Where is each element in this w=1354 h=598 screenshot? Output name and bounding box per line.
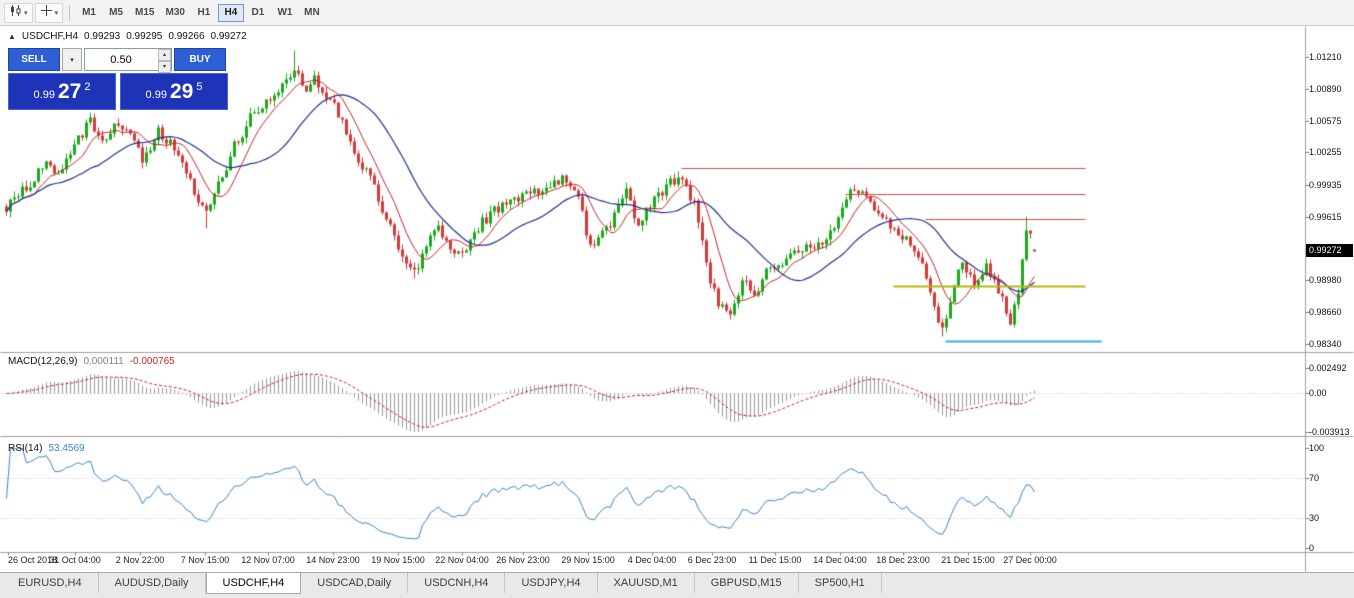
price-axis-label: 0.98980	[1309, 275, 1342, 285]
buy-price-prefix: 0.99	[145, 89, 167, 101]
macd-signal-value: -0.000765	[129, 356, 175, 367]
sell-price-big: 27	[57, 80, 82, 103]
time-axis-label: 7 Nov 15:00	[180, 555, 230, 565]
buy-button[interactable]: BUY	[174, 48, 226, 71]
sell-price-sup: 2	[84, 81, 91, 93]
time-axis-label: 27 Dec 00:00	[1003, 555, 1057, 565]
rsi-value: 53.4569	[48, 443, 85, 454]
buy-price-sup: 5	[196, 81, 203, 93]
chart-title-icon: ▲	[8, 32, 16, 41]
buy-price-big: 29	[169, 80, 194, 103]
rsi-label: RSI(14)	[8, 443, 43, 454]
chart-tab-usdchf-h4[interactable]: USDCHF,H4	[205, 573, 302, 594]
time-axis-label: 22 Nov 04:00	[435, 555, 489, 565]
chart-tab-xauusd-m1[interactable]: XAUUSD,M1	[598, 573, 695, 593]
volume-field-wrap: ▴ ▾	[84, 48, 172, 73]
crosshair-button[interactable]: ▾	[34, 2, 64, 23]
sell-price-prefix: 0.99	[33, 89, 55, 101]
chart-close-value: 0.99272	[210, 31, 247, 42]
rsi-axis-label: 70	[1309, 473, 1320, 483]
price-axis-label: 1.01210	[1309, 52, 1342, 62]
volume-spinner: ▴ ▾	[158, 49, 171, 73]
timeframe-button-h4[interactable]: H4	[217, 3, 244, 22]
price-axis-label: 0.99935	[1309, 180, 1342, 190]
chart-tab-gbpusd-m15[interactable]: GBPUSD,M15	[695, 573, 799, 593]
macd-label: MACD(12,26,9)	[8, 356, 78, 367]
rsi-title: RSI(14) 53.4569	[8, 443, 85, 454]
timeframe-button-h1[interactable]: H1	[197, 7, 211, 18]
time-axis: 26 Oct 2018 31 Oct 04:00 2 Nov 22:00 7 Nov …	[0, 555, 1305, 569]
time-axis-label: 21 Dec 15:00	[941, 555, 995, 565]
chart-tab-eurusd-h4[interactable]: EURUSD,H4	[2, 573, 99, 593]
volume-input[interactable]	[84, 48, 172, 71]
chart-low-value: 0.99266	[168, 31, 205, 42]
timeframe-button-d1[interactable]: D1	[251, 7, 265, 18]
volume-increase-button[interactable]: ▴	[158, 49, 171, 61]
macd-axis-label: -0.003913	[1309, 427, 1350, 437]
chart-window: ▲ USDCHF,H4 0.99293 0.99295 0.99266 0.99…	[0, 26, 1354, 572]
chart-open-value: 0.99293	[84, 31, 121, 42]
timeframe-button-m30[interactable]: M30	[165, 7, 185, 18]
chart-tab-audusd-daily[interactable]: AUDUSD,Daily	[99, 573, 206, 593]
time-axis-label: 19 Nov 15:00	[371, 555, 425, 565]
timeframe-button-m1[interactable]: M1	[82, 7, 96, 18]
one-click-trading-panel: SELL ▾ ▴ ▾ BUY 0.99 27 2 0.9	[8, 48, 228, 110]
time-axis-label: 14 Nov 23:00	[306, 555, 360, 565]
macd-main-value: 0.000111	[83, 356, 124, 367]
time-axis-label: 26 Oct 2018	[8, 555, 58, 565]
timeframe-button-m5[interactable]: M5	[109, 7, 123, 18]
time-axis-label: 2 Nov 22:00	[115, 555, 165, 565]
time-axis-label: 18 Dec 23:00	[876, 555, 930, 565]
timeframe-group: M1 M5 M15 M30 H1 H4 D1 W1 MN	[76, 3, 325, 22]
timeframe-button-w1[interactable]: W1	[277, 7, 293, 18]
macd-axis-label: 0.00	[1309, 388, 1327, 398]
rsi-axis-label: 100	[1309, 443, 1325, 453]
volume-dropdown-button[interactable]: ▾	[62, 48, 82, 71]
chart-title: ▲ USDCHF,H4 0.99293 0.99295 0.99266 0.99…	[8, 31, 247, 42]
chart-tab-usdcnh-h4[interactable]: USDCNH,H4	[408, 573, 506, 593]
toolbar: ▾ ▾ M1 M5 M15 M30 H1 H4 D1 W1 MN	[0, 0, 1354, 26]
time-axis-label: 11 Dec 15:00	[748, 555, 802, 565]
time-axis-label: 14 Dec 04:00	[813, 555, 867, 565]
time-axis-label: 6 Dec 23:00	[687, 555, 737, 565]
chart-type-button[interactable]: ▾	[4, 2, 33, 23]
buy-price-display[interactable]: 0.99 29 5	[120, 73, 228, 110]
chart-tabs-bar: EURUSD,H4 AUDUSD,Daily USDCHF,H4 USDCAD,Dai…	[0, 572, 1354, 598]
price-axis-label: 1.00890	[1309, 84, 1342, 94]
toolbar-separator	[69, 4, 71, 21]
sell-price-display[interactable]: 0.99 27 2	[8, 73, 116, 110]
chevron-down-icon: ▾	[24, 9, 28, 17]
chart-tab-sp500-h1[interactable]: SP500,H1	[799, 573, 882, 593]
timeframe-button-m15[interactable]: M15	[135, 7, 155, 18]
volume-decrease-button[interactable]: ▾	[158, 61, 171, 73]
price-axis-label: 1.00575	[1309, 116, 1342, 126]
time-axis-label: 12 Nov 07:00	[241, 555, 295, 565]
rsi-axis-label: 30	[1309, 513, 1320, 523]
price-axis-label: 0.99615	[1309, 212, 1342, 222]
sell-button[interactable]: SELL	[8, 48, 60, 71]
rsi-axis-label: 0	[1309, 543, 1315, 553]
price-axis-label: 1.00255	[1309, 147, 1342, 157]
macd-title: MACD(12,26,9) 0.000111 -0.000765	[8, 356, 175, 367]
time-axis-label: 4 Dec 04:00	[627, 555, 677, 565]
time-axis-label: 26 Nov 23:00	[496, 555, 550, 565]
time-axis-label: 29 Nov 15:00	[561, 555, 615, 565]
price-chart-canvas[interactable]	[0, 26, 1354, 572]
chevron-down-icon: ▾	[54, 9, 59, 17]
crosshair-icon	[40, 4, 53, 22]
chart-tab-usdcad-daily[interactable]: USDCAD,Daily	[301, 573, 409, 593]
chevron-down-icon: ▾	[70, 56, 74, 64]
chart-tab-usdjpy-h4[interactable]: USDJPY,H4	[505, 573, 598, 593]
time-axis-label: 31 Oct 04:00	[49, 555, 101, 565]
price-axis-label: 0.98340	[1309, 339, 1342, 349]
macd-axis-label: 0.002492	[1309, 363, 1347, 373]
chart-high-value: 0.99295	[126, 31, 163, 42]
timeframe-button-mn[interactable]: MN	[304, 7, 320, 18]
price-axis-label: 0.98660	[1309, 307, 1342, 317]
current-price-badge: 0.99272	[1306, 244, 1353, 257]
chart-symbol-period: USDCHF,H4	[21, 31, 79, 42]
candlestick-chart-icon	[9, 4, 22, 22]
